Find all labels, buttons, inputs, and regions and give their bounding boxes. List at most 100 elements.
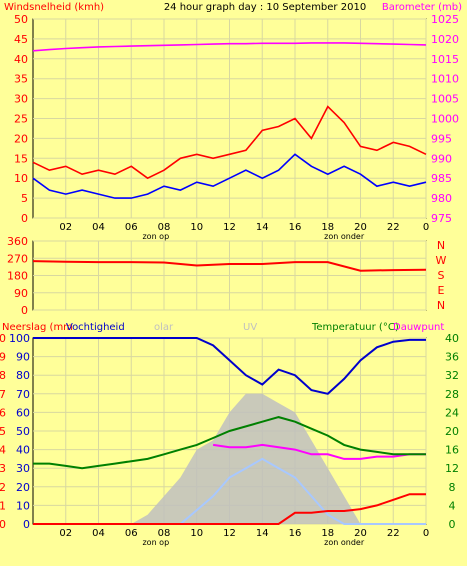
compass-label: W [436,254,447,267]
series-line-barometer [32,42,427,52]
barometer-tick-label: 1010 [431,73,459,86]
x-tick-label: 04 [92,222,105,233]
temperature-tick-label: 28 [445,388,459,401]
humidity-tick-label: 60 [16,406,30,419]
x-tick-label: 0 [423,528,429,539]
barometer-axis-title: Barometer (mb) [382,2,462,13]
temperature-tick-label: 24 [445,406,459,419]
temperature-tick-label: 4 [449,499,456,512]
rain-tick-label: 8 [0,369,6,382]
barometer-tick-label: 1005 [431,93,459,106]
compass-label: S [438,269,445,282]
series-line-windsnelheid [32,105,427,180]
wind-axis-title: Windsnelheid (kmh) [4,2,104,13]
x-tick-label: 02 [59,222,72,233]
barometer-tick-label: 990 [431,152,452,165]
temperature-axis-title: Temperatuur (°C) [311,322,399,333]
humidity-tick-label: 90 [16,351,30,364]
barometer-tick-label: 1015 [431,53,459,66]
direction-tick-label: 180 [7,270,28,283]
uv-axis-title: UV [243,322,257,333]
dewpoint-axis-title: Dauwpunt [393,322,444,333]
wind-tick-label: 0 [21,212,28,225]
x-tick-label: 04 [92,528,105,539]
x-tick-label: 12 [223,222,236,233]
wind-tick-label: 20 [14,132,28,145]
x-tick-label: 20 [354,528,367,539]
humidity-tick-label: 20 [16,481,30,494]
x-tick-label: 18 [321,528,334,539]
x-tick-label: 08 [158,528,171,539]
series-line-vochtigheid [33,337,426,395]
compass-label: N [437,239,445,252]
direction-tick-label: 90 [14,287,28,300]
wind-tick-label: 45 [14,33,28,46]
humidity-tick-label: 0 [23,518,30,531]
barometer-tick-label: 1025 [431,13,459,26]
x-tick-label: 12 [223,528,236,539]
barometer-tick-label: 1020 [431,33,459,46]
temperature-tick-label: 0 [449,518,456,531]
solar-axis-title: olar [154,322,174,333]
wind-tick-label: 15 [14,152,28,165]
rain-tick-label: 9 [0,351,6,364]
x-tick-label: 14 [256,528,269,539]
x-tick-label: 06 [125,528,138,539]
wind-tick-label: 30 [14,93,28,106]
sunset-label: zon onder [324,538,365,547]
wind-tick-label: 5 [21,192,28,205]
barometer-tick-label: 995 [431,132,452,145]
x-tick-label: 16 [289,222,302,233]
wind-tick-label: 25 [14,113,28,126]
sunrise-label: zon op [142,232,169,241]
temperature-tick-label: 40 [445,332,459,345]
temperature-tick-label: 36 [445,351,459,364]
rain-tick-label: 10 [0,332,6,345]
rain-tick-label: 5 [0,425,6,438]
x-tick-label: 10 [190,528,203,539]
wind-tick-label: 40 [14,53,28,66]
barometer-tick-label: 975 [431,212,452,225]
temperature-tick-label: 16 [445,444,459,457]
series-line-dauwpunt [212,443,426,460]
humidity-tick-label: 40 [16,444,30,457]
rain-tick-label: 3 [0,462,6,475]
wind-tick-label: 50 [14,13,28,26]
wind-tick-label: 10 [14,172,28,185]
humidity-axis-title: Vochtigheid [66,322,125,333]
humidity-tick-label: 30 [16,462,30,475]
temperature-tick-label: 32 [445,369,459,382]
temperature-tick-label: 12 [445,462,459,475]
series-line-winddirection [32,260,427,272]
direction-tick-label: 360 [7,235,28,248]
x-tick-label: 02 [59,528,72,539]
rain-tick-label: 4 [0,444,6,457]
humidity-tick-label: 70 [16,388,30,401]
sunrise-label: zon op [142,538,169,547]
series-line-neerslag [33,493,426,525]
x-tick-label: 22 [387,528,400,539]
rain-tick-label: 7 [0,388,6,401]
humidity-tick-label: 80 [16,369,30,382]
x-tick-label: 18 [321,222,334,233]
direction-tick-label: 0 [21,304,28,317]
x-tick-label: 0 [423,222,429,233]
humidity-tick-label: 50 [16,425,30,438]
temperature-tick-label: 20 [445,425,459,438]
rain-tick-label: 0 [0,518,6,531]
barometer-tick-label: 985 [431,172,452,185]
direction-tick-label: 270 [7,252,28,265]
barometer-tick-label: 1000 [431,113,459,126]
x-tick-label: 22 [387,222,400,233]
x-tick-label: 16 [289,528,302,539]
humidity-tick-label: 100 [9,332,30,345]
wind-tick-label: 35 [14,73,28,86]
humidity-tick-label: 10 [16,499,30,512]
rain-tick-label: 2 [0,481,6,494]
x-tick-label: 06 [125,222,138,233]
compass-label: E [438,284,445,297]
series-line-temperatuur [33,416,426,470]
